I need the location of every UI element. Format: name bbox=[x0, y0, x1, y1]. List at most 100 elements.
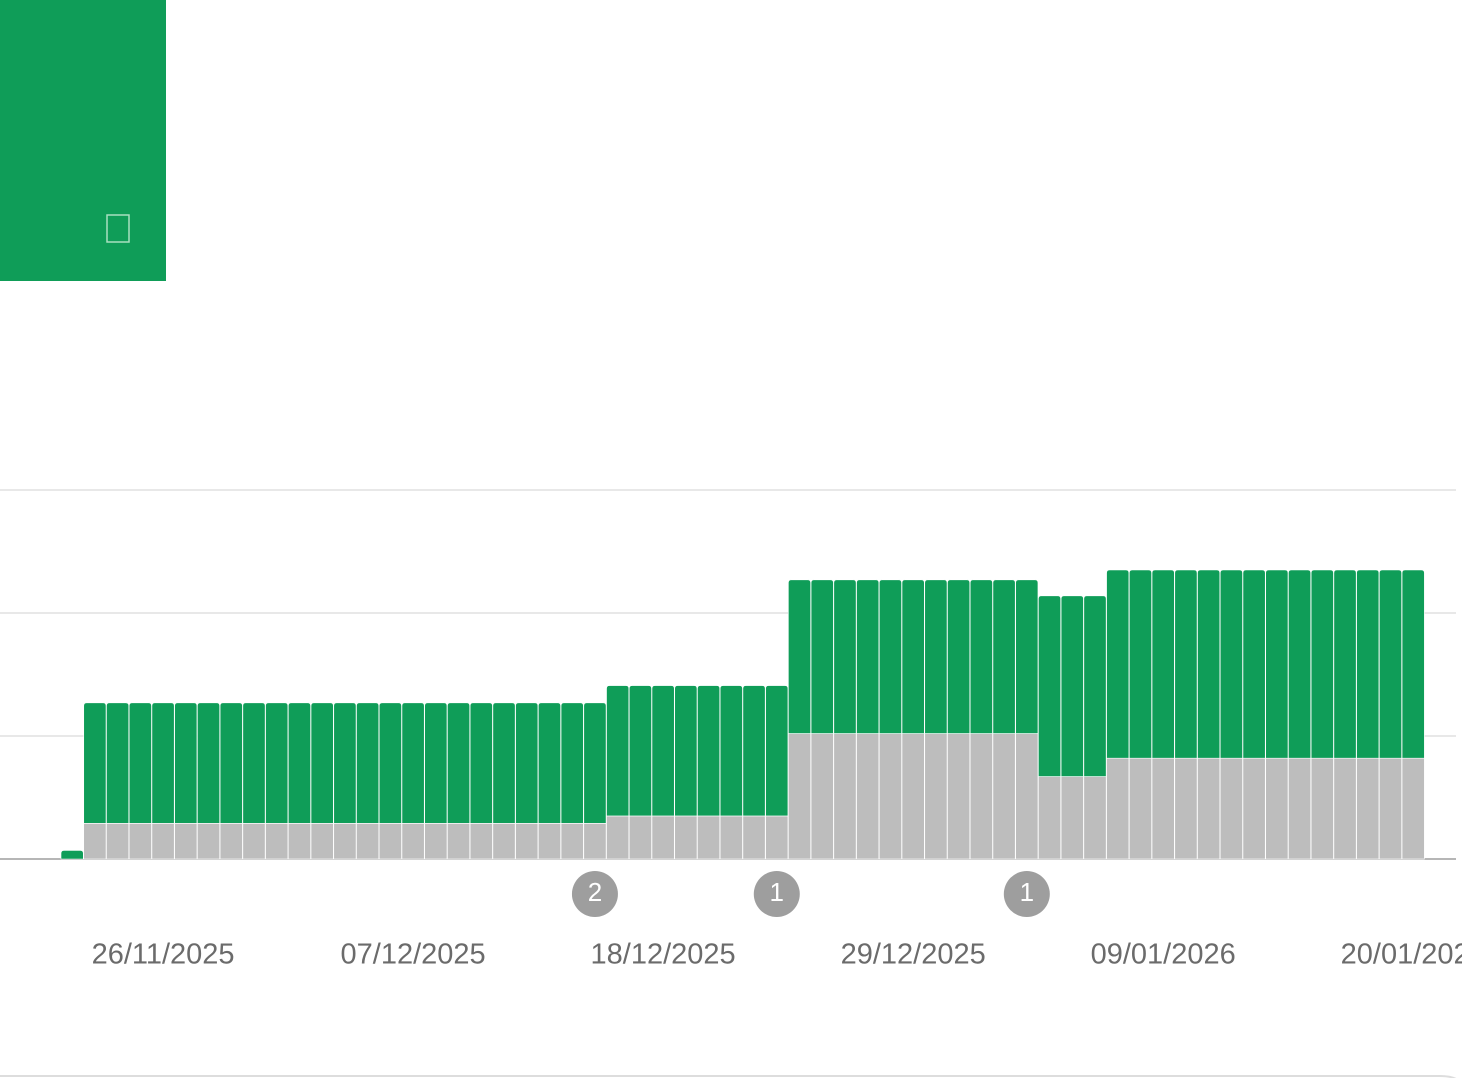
bar-segment bbox=[1174, 569, 1198, 759]
bar-segment bbox=[606, 815, 630, 860]
bar-segment bbox=[560, 823, 584, 860]
bar-segment bbox=[287, 823, 311, 860]
bar-segment bbox=[765, 685, 789, 817]
bar-segment bbox=[788, 733, 811, 860]
bar-segment bbox=[219, 702, 243, 824]
bar-segment bbox=[833, 579, 857, 734]
bar-segment bbox=[1310, 757, 1334, 860]
bar-segment bbox=[878, 733, 902, 860]
x-tick-label: 07/12/2025 bbox=[341, 939, 486, 971]
bar-segment bbox=[469, 823, 493, 860]
bar-segment bbox=[356, 823, 380, 860]
bar-segment bbox=[765, 815, 789, 860]
x-tick-label: 20/01/2026 bbox=[1341, 939, 1462, 971]
bar-segment bbox=[401, 823, 425, 860]
bar-segment bbox=[151, 823, 175, 860]
x-tick-label: 18/12/2025 bbox=[591, 939, 736, 971]
bar-segment bbox=[83, 823, 107, 860]
bar-segment bbox=[742, 815, 766, 860]
bar-segment bbox=[901, 579, 925, 734]
bar-segment bbox=[674, 685, 698, 817]
bar-segment bbox=[401, 702, 425, 824]
bar-segment bbox=[1060, 595, 1084, 777]
annotation-text: 1 bbox=[1020, 877, 1034, 907]
bar-segment bbox=[1038, 595, 1061, 777]
bar-segment bbox=[333, 823, 357, 860]
bar-segment bbox=[1174, 757, 1198, 860]
bar-segment bbox=[1038, 776, 1061, 860]
bar-segment bbox=[242, 823, 266, 860]
bar-segment bbox=[424, 823, 448, 860]
bar-segment bbox=[924, 579, 948, 734]
bar-segment bbox=[1401, 569, 1425, 759]
bar-segment bbox=[106, 702, 130, 824]
bar-segment bbox=[1288, 569, 1312, 759]
bar-segment bbox=[628, 685, 652, 817]
bar-segment bbox=[492, 702, 516, 824]
bar-segment bbox=[1129, 569, 1152, 759]
bar-segment bbox=[1333, 569, 1357, 759]
bar-segment bbox=[1401, 757, 1425, 860]
bar-segment bbox=[674, 815, 698, 860]
bar-segment bbox=[219, 823, 243, 860]
bar-segment bbox=[1106, 757, 1130, 860]
annotation-marker[interactable] bbox=[571, 871, 618, 917]
card-icon bbox=[106, 214, 130, 243]
bar-segment bbox=[583, 702, 607, 824]
bar-segment bbox=[878, 579, 902, 734]
bar-segment bbox=[310, 823, 334, 860]
bar-segment bbox=[447, 823, 471, 860]
bar-segment bbox=[1288, 757, 1312, 860]
bar-segment bbox=[901, 733, 925, 860]
bar-segment bbox=[333, 702, 357, 824]
bar-segment bbox=[947, 733, 971, 860]
bar-segment bbox=[1060, 776, 1084, 860]
bar-segment bbox=[1015, 579, 1039, 734]
bar-segment bbox=[992, 733, 1016, 860]
bar-segment bbox=[356, 702, 380, 824]
annotation-marker[interactable] bbox=[1003, 871, 1050, 917]
bar-segment bbox=[697, 685, 721, 817]
bar-segment bbox=[197, 823, 220, 860]
card-border bbox=[0, 1075, 1457, 1078]
bar-segment bbox=[1379, 757, 1402, 860]
bar-segment bbox=[265, 823, 289, 860]
bar-segment bbox=[83, 702, 107, 824]
bar-segment bbox=[969, 579, 993, 734]
bar-segment bbox=[583, 823, 607, 860]
x-tick-label: 09/01/2026 bbox=[1091, 939, 1236, 971]
bar-segment bbox=[1197, 757, 1221, 860]
bar-segment bbox=[651, 685, 675, 817]
bar-segment bbox=[1083, 776, 1107, 860]
bar-segment bbox=[1129, 757, 1152, 860]
bar-segment bbox=[856, 733, 880, 860]
bar-segment bbox=[1219, 569, 1243, 759]
bar-segment bbox=[1379, 569, 1402, 759]
bar-segment bbox=[833, 733, 857, 860]
bar-segment bbox=[924, 733, 948, 860]
bar-segment bbox=[538, 702, 561, 824]
bar-segment bbox=[1356, 757, 1380, 860]
bar-segment bbox=[515, 823, 539, 860]
annotation-marker[interactable] bbox=[753, 871, 800, 917]
bar-segment bbox=[197, 702, 220, 824]
bar-segment bbox=[538, 823, 561, 860]
bar-segment bbox=[1265, 569, 1289, 759]
bar-segment bbox=[1083, 595, 1107, 777]
x-tick-label: 26/11/2025 bbox=[92, 939, 235, 971]
bar-segment bbox=[174, 823, 198, 860]
bar-segment bbox=[1197, 569, 1221, 759]
bar-segment bbox=[1219, 757, 1243, 860]
bar-segment bbox=[1265, 757, 1289, 860]
bar-segment bbox=[1242, 569, 1266, 759]
annotation-text: 2 bbox=[588, 877, 602, 907]
bar-segment bbox=[810, 579, 834, 734]
bar-segment bbox=[947, 579, 971, 734]
bar-segment bbox=[378, 702, 402, 824]
bar-segment bbox=[60, 850, 84, 860]
bar-segment bbox=[719, 685, 743, 817]
metric-card[interactable] bbox=[0, 0, 166, 281]
bar-segment bbox=[1356, 569, 1380, 759]
